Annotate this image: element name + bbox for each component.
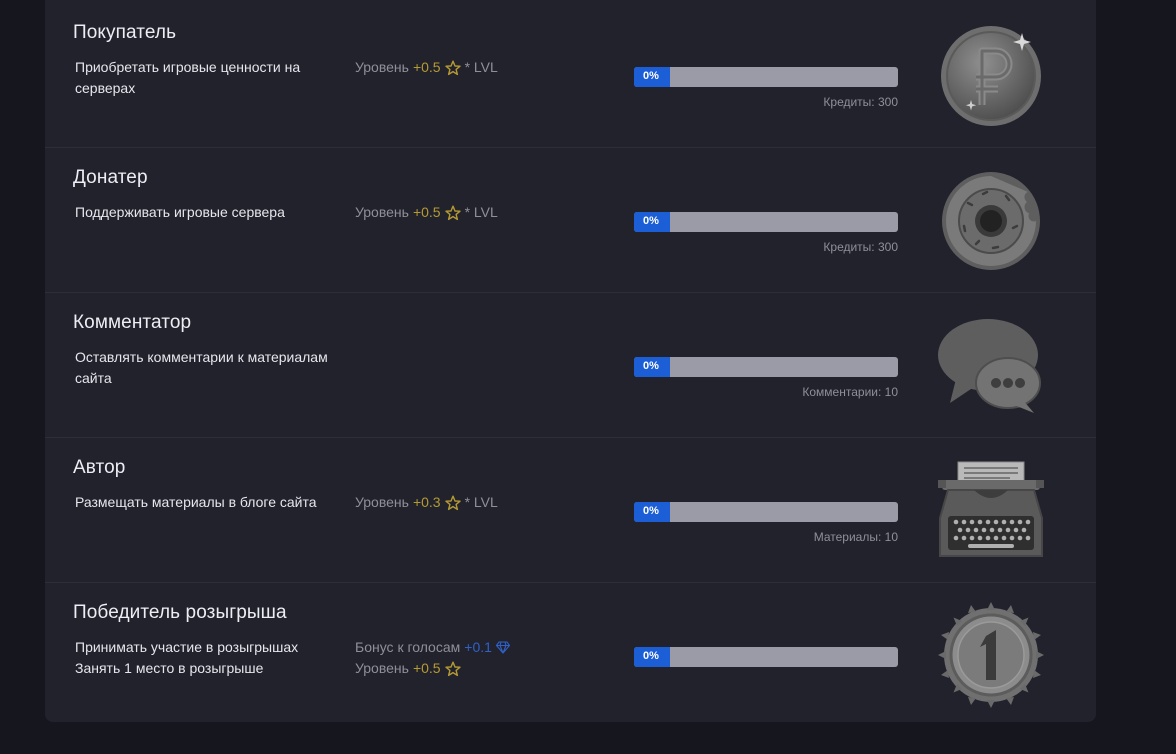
progress-fill: [634, 502, 670, 522]
bonus-label: Бонус к голосам: [355, 639, 461, 655]
achievement-row: Победитель розыгрыша Принимать участие в…: [45, 582, 1096, 724]
description-line: серверах: [75, 80, 136, 96]
star-icon: [444, 495, 461, 510]
description-line: Оставлять комментарии к материалам: [75, 349, 328, 365]
progress-label: 0%: [643, 70, 659, 82]
reward-label: Уровень: [355, 494, 409, 510]
star-icon: [444, 661, 461, 676]
progress-fill: [634, 212, 670, 232]
diamond-icon: [495, 641, 510, 654]
reward-value: +0.5: [412, 204, 441, 220]
progress-goal: Кредиты: 300: [823, 240, 898, 254]
progress-goal: Комментарии: 10: [802, 385, 898, 399]
level-reward: Уровень +0.5 * LVL: [355, 57, 498, 78]
achievement-description: Приобретать игровые ценности на серверах: [75, 57, 335, 99]
progress-bar: 0%: [634, 647, 898, 667]
reward-label: Уровень: [355, 204, 409, 220]
star-icon: [444, 60, 461, 75]
achievement-title: Победитель розыгрыша: [73, 602, 287, 623]
progress-fill: [634, 67, 670, 87]
achievement-title: Покупатель: [73, 22, 177, 43]
progress-goal: Кредиты: 300: [823, 95, 898, 109]
reward-value: +0.3: [412, 494, 441, 510]
achievement-description: Размещать материалы в блоге сайта: [75, 492, 335, 513]
achievement-row: Донатер Поддерживать игровые сервера Уро…: [45, 147, 1096, 292]
reward-label: Уровень: [355, 59, 409, 75]
achievement-description: Принимать участие в розыгрышах Занять 1 …: [75, 637, 335, 679]
progress-bar: 0%: [634, 502, 898, 522]
chat-bubbles-icon: [938, 319, 1041, 413]
reward-value: +0.5: [412, 660, 441, 676]
description-line: Занять 1 место в розыгрыше: [75, 660, 264, 676]
typewriter-icon: [938, 461, 1044, 557]
description-line: Принимать участие в розыгрышах: [75, 639, 299, 655]
star-icon: [444, 205, 461, 220]
achievement-description: Оставлять комментарии к материалам сайта: [75, 347, 335, 389]
progress-label: 0%: [643, 360, 659, 372]
reward-suffix: * LVL: [464, 59, 498, 75]
achievement-row: Комментатор Оставлять комментарии к мате…: [45, 292, 1096, 437]
vote-bonus-reward: Бонус к голосам +0.1: [355, 637, 510, 658]
progress-goal: Материалы: 10: [813, 530, 898, 544]
progress-bar: 0%: [634, 67, 898, 87]
reward-label: Уровень: [355, 660, 409, 676]
achievement-description: Поддерживать игровые сервера: [75, 202, 335, 223]
reward-suffix: * LVL: [464, 494, 498, 510]
achievement-title: Комментатор: [73, 312, 192, 333]
progress-label: 0%: [643, 215, 659, 227]
description-line: Размещать материалы в блоге сайта: [75, 494, 317, 510]
bonus-value: +0.1: [464, 639, 492, 655]
achievements-panel: Покупатель Приобретать игровые ценности …: [45, 0, 1096, 722]
level-reward: Уровень +0.5 * LVL: [355, 202, 498, 223]
progress-bar: 0%: [634, 357, 898, 377]
progress-label: 0%: [643, 650, 659, 662]
achievement-rewards: Бонус к голосам +0.1 Уровень +0.5: [355, 637, 510, 679]
level-reward: Уровень +0.5: [355, 658, 510, 679]
achievement-rewards: Уровень +0.5 * LVL: [355, 57, 498, 78]
description-line: Поддерживать игровые сервера: [75, 204, 285, 220]
progress-fill: [634, 357, 670, 377]
achievement-row: Покупатель Приобретать игровые ценности …: [45, 0, 1096, 147]
achievement-rewards: Уровень +0.5 * LVL: [355, 202, 498, 223]
achievement-title: Донатер: [73, 167, 148, 188]
description-line: Приобретать игровые ценности на: [75, 59, 301, 75]
progress-bar: 0%: [634, 212, 898, 232]
ruble-coin-icon: [941, 26, 1041, 126]
achievement-rewards: Уровень +0.3 * LVL: [355, 492, 498, 513]
first-place-medal-icon: [938, 602, 1044, 708]
level-reward: Уровень +0.3 * LVL: [355, 492, 498, 513]
donut-icon: [942, 172, 1040, 270]
description-line: сайта: [75, 370, 112, 386]
achievement-title: Автор: [73, 457, 126, 478]
achievement-row: Автор Размещать материалы в блоге сайта …: [45, 437, 1096, 582]
reward-suffix: * LVL: [464, 204, 498, 220]
progress-label: 0%: [643, 505, 659, 517]
progress-fill: [634, 647, 670, 667]
reward-value: +0.5: [412, 59, 441, 75]
